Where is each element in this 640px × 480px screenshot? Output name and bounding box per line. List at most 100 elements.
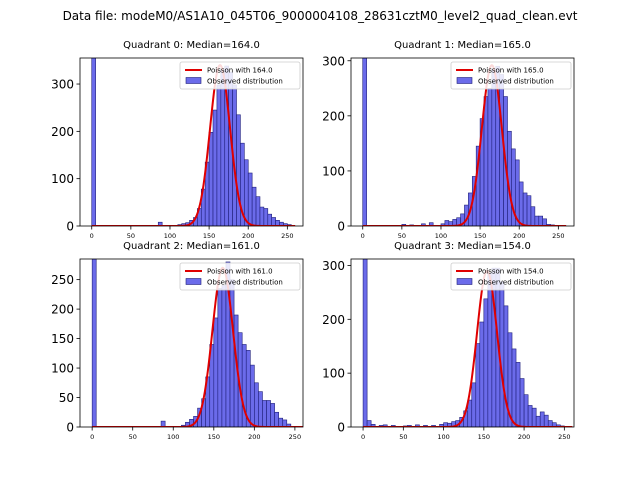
legend-label-poisson: Poisson with 161.0 bbox=[207, 268, 273, 276]
poisson-curve bbox=[363, 269, 573, 427]
histogram-bar bbox=[475, 343, 481, 427]
x-tick-label: 150 bbox=[474, 232, 486, 240]
subplot-title: Quadrant 0: Median=164.0 bbox=[123, 40, 260, 51]
legend: Poisson with 165.0 Observed distribution bbox=[450, 61, 572, 90]
histogram-bar bbox=[282, 419, 288, 427]
histogram-bar bbox=[382, 424, 388, 427]
legend-box bbox=[179, 61, 301, 90]
histogram-bar bbox=[415, 424, 420, 427]
subplot-title: Quadrant 2: Median=161.0 bbox=[123, 241, 260, 252]
histogram-bar bbox=[220, 69, 226, 226]
histogram-bar bbox=[251, 186, 257, 226]
histogram-bar bbox=[362, 259, 368, 427]
axes-frame bbox=[350, 57, 575, 227]
y-tick-label: 150 bbox=[51, 332, 74, 346]
data-area bbox=[362, 58, 567, 226]
subplot-quadrant-2: Quadrant 2: Median=161.0 0 50 100 150 200 250 0… bbox=[51, 241, 304, 441]
axes-frame bbox=[79, 57, 304, 227]
histogram-bar bbox=[362, 58, 367, 226]
histogram-bar bbox=[236, 114, 241, 226]
x-tick-label: 0 bbox=[361, 433, 365, 441]
x-tick-label: 200 bbox=[242, 232, 254, 240]
histogram-bar bbox=[254, 382, 259, 427]
x-tick-label: 0 bbox=[90, 433, 94, 441]
x-tick-label: 100 bbox=[435, 232, 447, 240]
y-tick-label: 300 bbox=[322, 259, 345, 273]
histogram-bar bbox=[499, 281, 505, 427]
histogram-bar bbox=[259, 206, 265, 226]
x-tick-label: 50 bbox=[398, 232, 406, 240]
histogram-bar bbox=[530, 206, 536, 226]
histogram-bar bbox=[266, 400, 271, 427]
histogram-bar bbox=[263, 208, 269, 226]
histogram-bar bbox=[249, 364, 255, 427]
legend: Poisson with 154.0 Observed distribution bbox=[450, 262, 572, 291]
legend: Poisson with 164.0 Observed distribution bbox=[179, 61, 301, 90]
x-tick-label: 50 bbox=[127, 232, 135, 240]
histogram-bar bbox=[247, 172, 253, 226]
histogram-bar bbox=[538, 215, 543, 226]
x-tick-label: 250 bbox=[281, 232, 293, 240]
histogram-bar bbox=[244, 159, 249, 226]
x-tick-label: 250 bbox=[558, 433, 570, 441]
subplot-quadrant-3: Quadrant 3: Median=154.0 0 50 100 150 200 250 0… bbox=[322, 241, 575, 441]
histogram-bar bbox=[531, 407, 537, 427]
x-tick-label: 150 bbox=[478, 433, 490, 441]
y-tick-label: 100 bbox=[51, 172, 74, 186]
histogram-bar bbox=[519, 378, 525, 427]
histogram-bar bbox=[487, 273, 493, 427]
histogram-bar bbox=[542, 218, 547, 226]
y-tick-label: 300 bbox=[51, 78, 74, 92]
x-tick-label: 0 bbox=[361, 232, 365, 240]
legend-label-poisson: Poisson with 154.0 bbox=[478, 268, 544, 276]
x-tick-label: 0 bbox=[90, 232, 94, 240]
x-tick-label: 250 bbox=[552, 232, 564, 240]
x-tick-label: 50 bbox=[399, 433, 407, 441]
y-tick-label: 200 bbox=[51, 303, 74, 317]
legend-bar-swatch bbox=[456, 77, 473, 84]
legend-box bbox=[179, 262, 301, 291]
legend-label-observed: Observed distribution bbox=[478, 78, 554, 86]
legend-box bbox=[450, 61, 572, 90]
x-tick-label: 100 bbox=[437, 433, 449, 441]
histogram-bar bbox=[91, 259, 97, 427]
x-tick-label: 100 bbox=[164, 232, 176, 240]
histogram-bar bbox=[535, 415, 541, 427]
y-tick-label: 200 bbox=[51, 125, 74, 139]
subplot-quadrant-1: Quadrant 1: Median=165.0 0 50 100 150 200 250 0… bbox=[322, 40, 575, 240]
histogram-bar bbox=[539, 411, 545, 427]
histogram-bar bbox=[518, 181, 524, 226]
histogram-bar bbox=[522, 192, 528, 226]
subplot-title: Quadrant 3: Median=154.0 bbox=[394, 241, 531, 252]
figure-title: Data file: modeM0/AS1A10_045T06_90000041… bbox=[63, 9, 578, 23]
y-tick-label: 250 bbox=[51, 273, 74, 287]
legend: Poisson with 161.0 Observed distribution bbox=[179, 262, 301, 291]
histogram-bar bbox=[91, 58, 96, 226]
histogram-bar bbox=[216, 84, 222, 226]
legend-label-observed: Observed distribution bbox=[207, 279, 283, 287]
legend-bar-swatch bbox=[185, 278, 202, 285]
y-tick-label: 100 bbox=[322, 164, 345, 178]
y-tick-label: 300 bbox=[322, 54, 345, 68]
histogram-bar bbox=[527, 405, 533, 427]
histogram-bar bbox=[366, 420, 372, 427]
histogram-bar bbox=[515, 362, 521, 427]
subplot-title: Quadrant 1: Median=165.0 bbox=[394, 40, 531, 51]
histogram-bar bbox=[487, 88, 493, 226]
legend-label-observed: Observed distribution bbox=[478, 279, 554, 287]
y-tick-label: 200 bbox=[322, 313, 345, 327]
histogram-bar bbox=[523, 394, 529, 427]
y-tick-label: 0 bbox=[337, 220, 345, 234]
histogram-bar bbox=[208, 132, 214, 226]
histogram-bar bbox=[271, 217, 276, 226]
legend-bar-swatch bbox=[456, 278, 473, 285]
histogram-bar bbox=[258, 391, 263, 427]
legend-label-poisson: Poisson with 164.0 bbox=[207, 67, 273, 75]
subplot-quadrant-0: Quadrant 0: Median=164.0 0 50 100 150 200 250 0… bbox=[51, 40, 304, 240]
x-tick-label: 150 bbox=[203, 232, 215, 240]
histogram-bar bbox=[278, 417, 284, 427]
legend-box bbox=[450, 262, 572, 291]
histogram-bar bbox=[421, 223, 426, 226]
y-tick-label: 200 bbox=[322, 109, 345, 123]
y-tick-label: 100 bbox=[322, 367, 345, 381]
